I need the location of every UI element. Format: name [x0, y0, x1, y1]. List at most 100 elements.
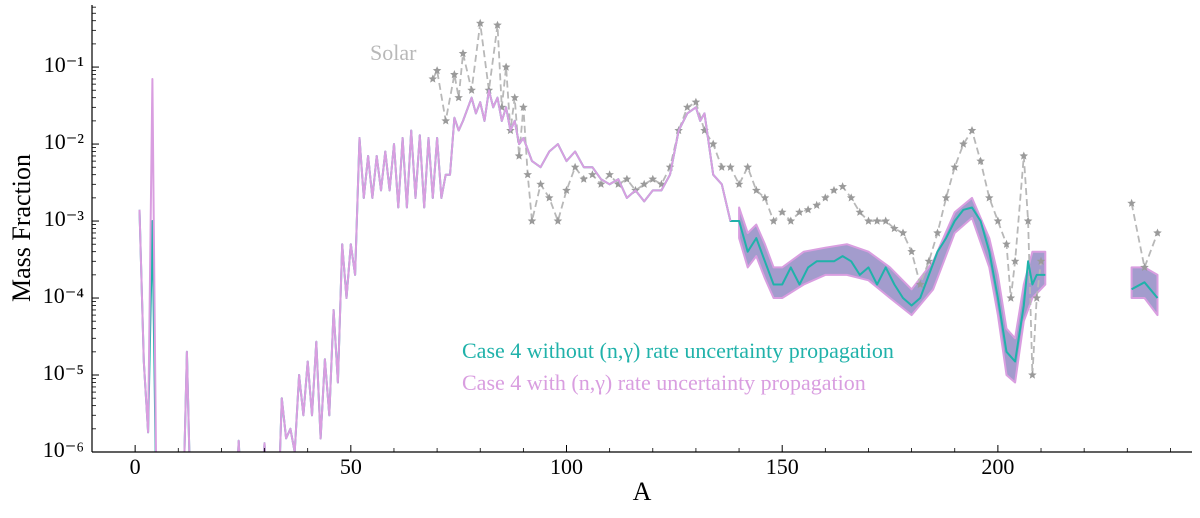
solar-marker	[786, 216, 796, 225]
solar-marker	[1028, 370, 1037, 379]
solar-marker	[803, 205, 813, 214]
solar-marker	[864, 216, 873, 225]
solar-marker	[519, 102, 528, 111]
legend-label: Case 4 with (n,γ) rate uncertainty propa…	[462, 370, 866, 395]
y-tick-label: 10⁻¹	[44, 52, 84, 77]
solar-marker	[596, 179, 606, 188]
solar-marker	[872, 216, 882, 225]
uncertainty-band	[738, 196, 1047, 384]
solar-marker	[588, 170, 597, 179]
solar-marker	[777, 207, 787, 216]
y-tick-label: 10⁻⁶	[43, 437, 84, 462]
solar-marker	[838, 182, 847, 191]
solar-marker	[648, 174, 658, 183]
x-axis-title: A	[633, 477, 652, 506]
solar-marker	[665, 162, 675, 171]
y-axis-title: Mass Fraction	[7, 154, 36, 302]
solar-marker	[1032, 293, 1041, 302]
solar-marker	[812, 200, 821, 209]
solar-marker	[458, 49, 468, 58]
solar-marker	[907, 247, 916, 256]
series-label: Solar	[370, 40, 417, 65]
solar-marker	[1153, 228, 1162, 237]
case-line	[138, 89, 1046, 452]
x-tick-label: 0	[130, 454, 141, 479]
solar-marker	[752, 185, 761, 194]
solar-marker	[708, 139, 718, 148]
solar-marker	[614, 179, 623, 188]
solar-marker	[432, 66, 442, 75]
solar-marker	[734, 179, 744, 188]
solar-marker	[743, 162, 752, 171]
solar-marker	[501, 62, 511, 71]
solar-marker	[717, 162, 727, 171]
solar-marker	[993, 216, 1003, 225]
solar-marker	[898, 228, 908, 237]
solar-marker	[570, 162, 580, 171]
solar-marker	[639, 179, 649, 188]
solar-marker	[881, 216, 890, 225]
solar-marker	[579, 174, 588, 183]
solar-marker	[450, 70, 459, 79]
solar-marker	[527, 216, 537, 225]
case-line	[1131, 281, 1159, 299]
uncertainty-band	[1130, 266, 1159, 317]
solar-marker	[1127, 198, 1136, 207]
solar-marker	[553, 216, 563, 225]
solar-marker	[691, 97, 701, 106]
solar-marker	[514, 151, 524, 160]
solar-marker	[1002, 239, 1011, 248]
solar-marker	[523, 170, 532, 179]
solar-marker	[924, 256, 934, 265]
solar-marker	[545, 193, 554, 202]
solar-marker	[428, 74, 438, 83]
solar-marker	[497, 102, 507, 111]
solar-marker	[1019, 151, 1028, 160]
y-tick-label: 10⁻³	[44, 206, 85, 231]
solar-marker	[760, 193, 770, 202]
solar-marker	[976, 156, 985, 165]
solar-marker	[933, 228, 942, 237]
solar-line	[1130, 203, 1159, 271]
case-line	[138, 78, 732, 452]
solar-marker	[795, 207, 804, 216]
x-tick-label: 200	[981, 454, 1014, 479]
solar-marker	[683, 102, 692, 111]
x-tick-label: 100	[550, 454, 583, 479]
solar-marker	[1006, 293, 1016, 302]
solar-marker	[1023, 216, 1033, 225]
x-tick-label: 50	[340, 454, 362, 479]
y-tick-label: 10⁻²	[44, 129, 85, 154]
solar-marker	[985, 193, 994, 202]
solar-marker	[510, 93, 519, 102]
plot-area	[138, 18, 1162, 452]
solar-marker	[1010, 256, 1020, 265]
solar-line	[431, 23, 1042, 376]
solar-marker	[467, 85, 476, 94]
legend-label: Case 4 without (n,γ) rate uncertainty pr…	[462, 338, 894, 363]
solar-marker	[916, 280, 925, 289]
y-tick-label: 10⁻⁴	[43, 283, 85, 308]
solar-marker	[1036, 256, 1046, 265]
solar-marker	[959, 139, 968, 148]
solar-marker	[950, 162, 959, 171]
solar-marker	[562, 185, 571, 194]
solar-marker	[769, 216, 778, 225]
solar-marker	[1140, 262, 1149, 271]
solar-marker	[493, 20, 502, 29]
x-tick-label: 150	[766, 454, 799, 479]
solar-marker	[622, 174, 632, 183]
solar-marker	[605, 170, 614, 179]
solar-marker	[726, 162, 735, 171]
solar-marker	[454, 93, 463, 102]
solar-marker	[967, 126, 977, 135]
solar-marker	[941, 193, 951, 202]
solar-marker	[890, 224, 899, 233]
solar-marker	[821, 193, 830, 202]
solar-marker	[476, 18, 485, 27]
solar-marker	[846, 193, 856, 202]
solar-marker	[441, 116, 450, 125]
solar-marker	[536, 179, 545, 188]
y-tick-label: 10⁻⁵	[43, 360, 84, 385]
